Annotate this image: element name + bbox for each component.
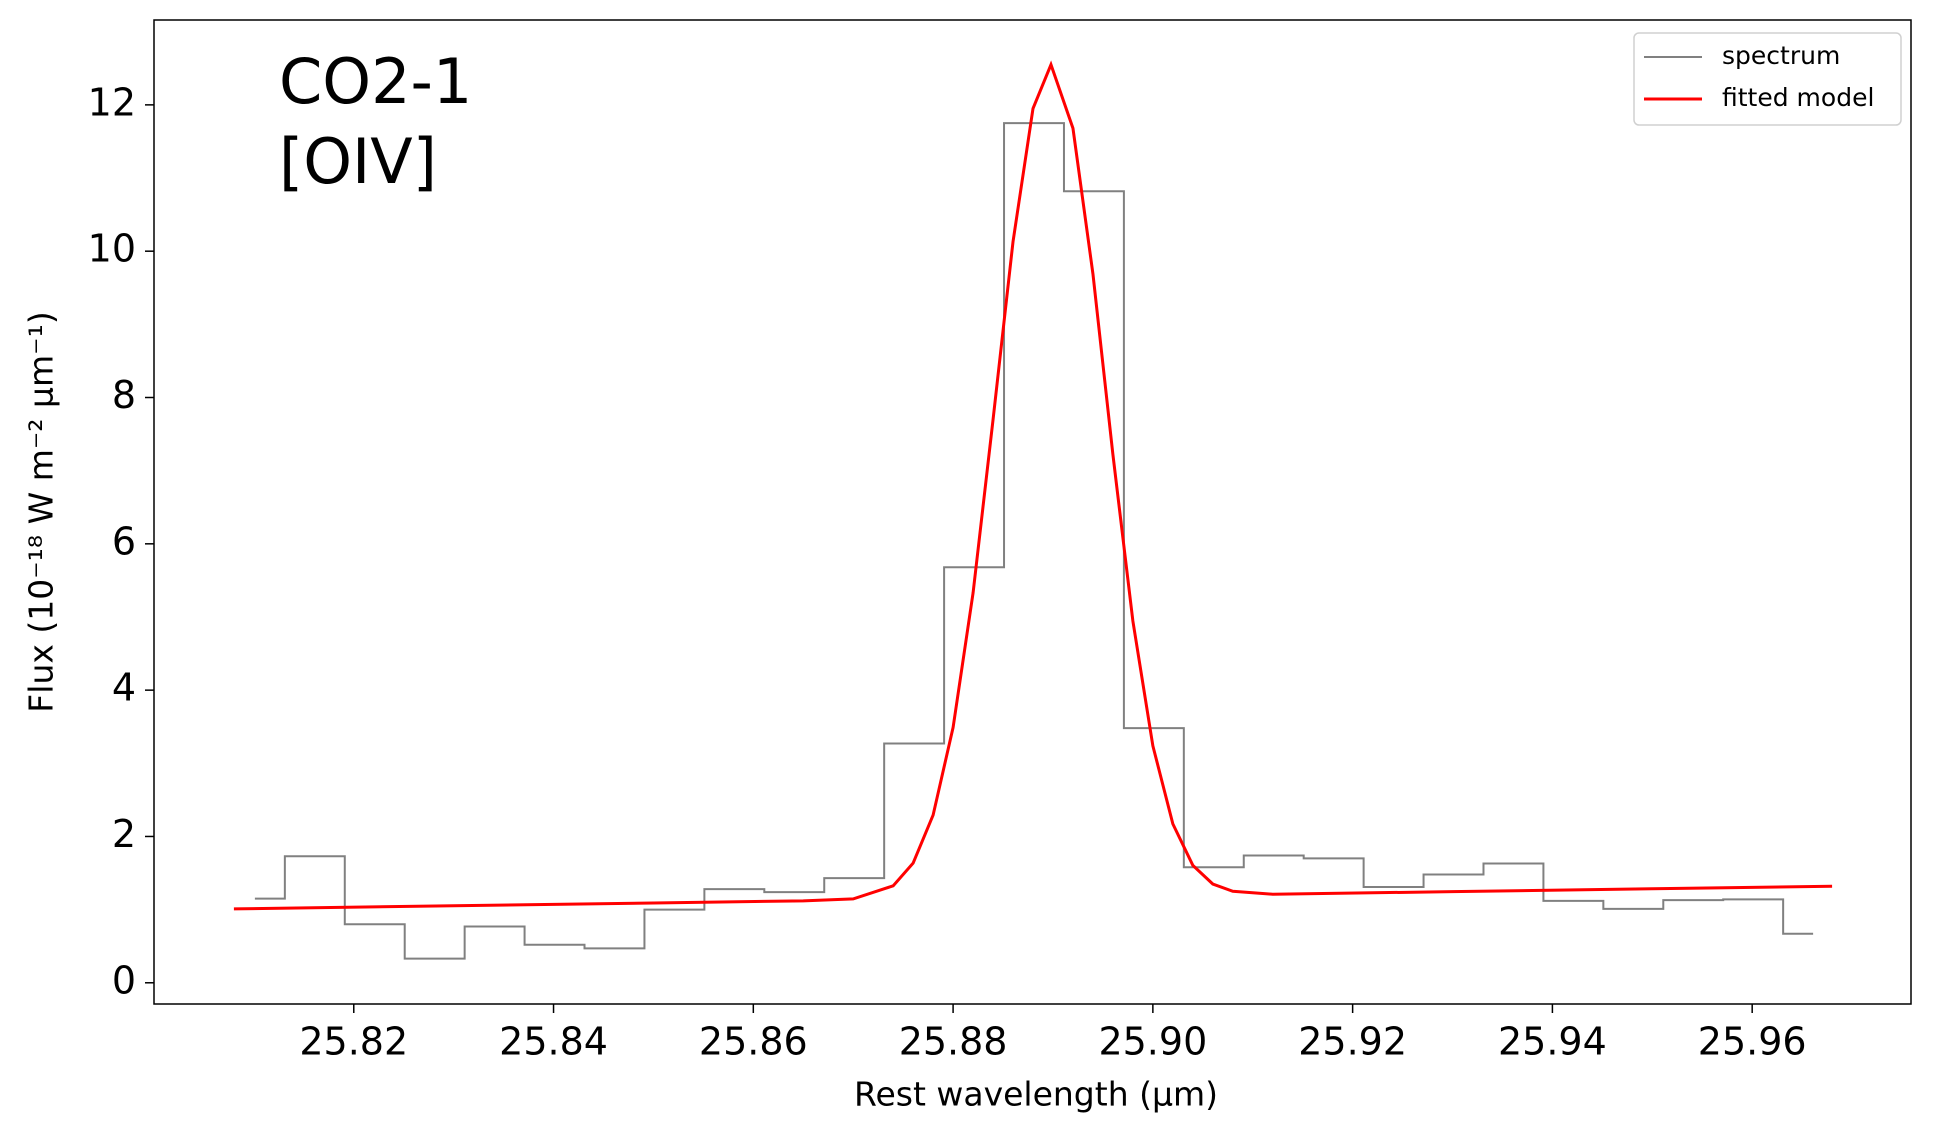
legend-label: spectrum [1722, 41, 1840, 70]
x-tick-label: 25.86 [699, 1020, 808, 1064]
x-tick-label: 25.92 [1298, 1020, 1407, 1064]
series-line [233, 60, 1833, 911]
y-tick-label: 4 [112, 666, 136, 710]
y-axis-label: Flux (10⁻¹⁸ W m⁻² μm⁻¹) [22, 311, 61, 712]
y-tick-label: 8 [112, 373, 136, 417]
x-axis-label: Rest wavelength (μm) [854, 1075, 1218, 1114]
y-tick-label: 2 [112, 812, 136, 856]
y-tick-label: 0 [112, 958, 136, 1002]
legend-label: fitted model [1722, 83, 1874, 112]
annotation: [OIV] [279, 125, 437, 198]
annotation: CO2-1 [279, 45, 472, 118]
y-tick-label: 12 [88, 80, 136, 124]
x-tick-label: 25.88 [899, 1020, 1008, 1064]
x-tick-label: 25.90 [1098, 1020, 1207, 1064]
x-tick-label: 25.96 [1698, 1020, 1807, 1064]
y-tick-label: 6 [112, 519, 136, 563]
plot-frame [153, 19, 1912, 1005]
x-tick-label: 25.82 [299, 1020, 408, 1064]
series-line [254, 122, 1814, 960]
y-tick-label: 10 [88, 227, 136, 271]
x-tick-label: 25.84 [499, 1020, 608, 1064]
x-tick-label: 25.94 [1498, 1020, 1607, 1064]
